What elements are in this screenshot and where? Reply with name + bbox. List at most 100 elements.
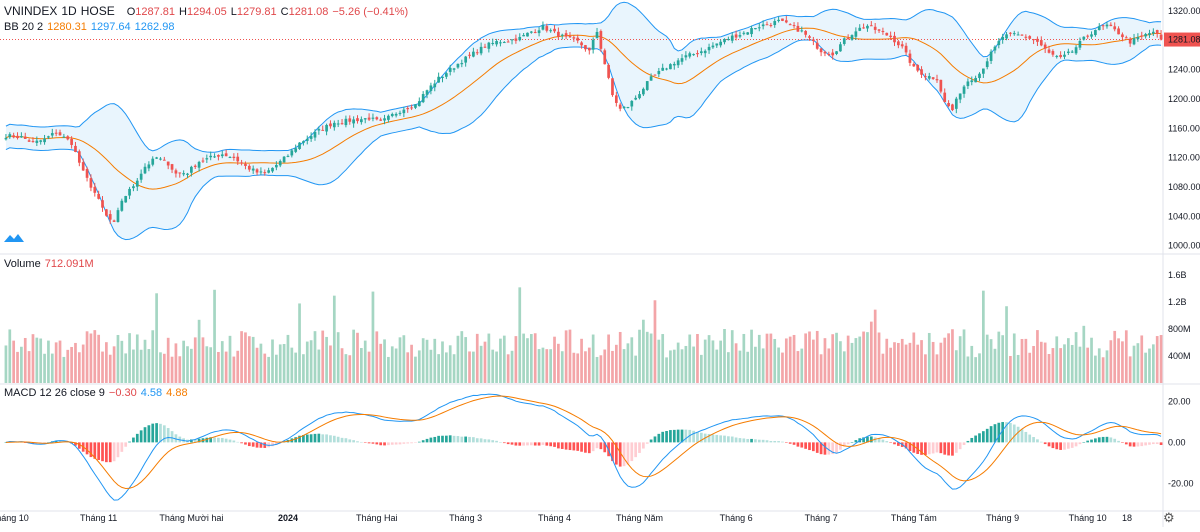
macd-histogram-bar (452, 435, 456, 443)
macd-histogram-bar (970, 437, 974, 443)
candle-body (862, 27, 865, 29)
volume-bar (839, 341, 842, 383)
macd-histogram-bar (885, 441, 889, 443)
volume-bar (970, 345, 974, 383)
volume-bar (618, 331, 622, 383)
candle-body (348, 118, 352, 122)
macd-histogram-bar (680, 429, 684, 443)
candle-body (881, 30, 885, 33)
volume-bar (151, 330, 155, 383)
symbol-legend[interactable]: VNINDEX 1D HOSE O 1287.81 H 1294.05 L 1279.… (4, 4, 408, 18)
volume-bar (236, 350, 240, 383)
volume-bar (997, 331, 1001, 383)
volume-bar (402, 335, 406, 383)
volume-bar (526, 338, 529, 383)
candle-body (927, 76, 931, 79)
macd-histogram-bar (1024, 431, 1028, 443)
candle-body (587, 47, 591, 51)
candle-body (1078, 41, 1082, 48)
volume-bar (332, 295, 336, 383)
volume-bar (170, 356, 174, 383)
macd-histogram-bar (982, 431, 985, 443)
bb-legend[interactable]: BB 20 2 1280.31 1297.64 1262.98 (4, 21, 174, 33)
volume-bar (217, 351, 220, 383)
volume-bar (267, 356, 270, 383)
macd-histogram-bar (1005, 422, 1008, 443)
volume-legend[interactable]: Volume 712.091M (4, 258, 94, 270)
macd-histogram-bar (1132, 442, 1136, 447)
macd-histogram-bar (441, 435, 444, 443)
candle-body (699, 51, 703, 54)
volume-bar (958, 336, 962, 383)
volume-bar (989, 339, 993, 383)
candle-body (607, 64, 610, 78)
candle-body (1132, 38, 1136, 45)
volume-bar (947, 333, 950, 383)
volume-bar (533, 333, 537, 383)
macd-histogram-bar (487, 439, 491, 443)
candle-body (1063, 54, 1066, 57)
candle-body (1005, 34, 1008, 39)
macd-legend[interactable]: MACD 12 26 close 9 −0.30 4.58 4.88 (4, 387, 188, 399)
high-value: 1294.05 (186, 6, 227, 18)
candle-body (162, 159, 166, 161)
volume-bar (522, 333, 525, 383)
volume-bar (247, 336, 251, 383)
candle-body (989, 51, 993, 61)
macd-histogram-bar (456, 436, 460, 443)
volume-bar (433, 338, 437, 383)
volume-bar (893, 342, 896, 383)
volume-bar (614, 344, 618, 383)
time-axis-tick: Tháng Tám (891, 513, 937, 523)
macd-histogram-bar (197, 438, 201, 443)
candle-body (672, 63, 676, 66)
candle-body (711, 45, 715, 48)
volume-bar (1055, 336, 1059, 383)
macd-histogram-bar (916, 442, 920, 454)
high-label: H (179, 6, 187, 18)
settings-gear-icon[interactable]: ⚙ (1163, 510, 1175, 525)
volume-bar (587, 347, 591, 383)
volume-bar (1070, 344, 1074, 383)
candle-body (456, 63, 460, 68)
macd-histogram-bar (815, 442, 819, 453)
candle-body (213, 156, 216, 158)
candle-body (1070, 51, 1074, 53)
volume-bar (240, 331, 243, 383)
macd-histogram-bar (529, 442, 533, 446)
candle-body (649, 76, 653, 81)
volume-bar (707, 335, 711, 383)
volume-bar (514, 336, 518, 383)
macd-histogram-bar (1001, 422, 1005, 443)
macd-histogram-bar (630, 442, 634, 462)
macd-histogram-bar (560, 442, 564, 449)
candle-body (1028, 36, 1032, 39)
macd-histogram-bar (143, 427, 147, 443)
volume-bar (475, 333, 479, 383)
macd-histogram-bar (139, 430, 143, 443)
macd-histogram-bar (669, 430, 672, 443)
candle-body (900, 44, 904, 47)
macd-histogram-bar (406, 442, 410, 444)
volume-bar (757, 334, 761, 383)
volume-axis-tick: 800M (1168, 324, 1191, 334)
candle-body (475, 52, 479, 54)
macd-histogram-bar (951, 442, 954, 456)
macd-histogram-bar (43, 442, 46, 444)
volume-bar (696, 333, 699, 383)
low-label: L (230, 6, 237, 18)
volume-bar (325, 336, 328, 383)
candle-body (321, 129, 325, 131)
volume-bar (20, 346, 23, 383)
macd-histogram-bar (375, 442, 379, 445)
tradingview-logo-icon[interactable] (3, 230, 25, 246)
macd-histogram-bar (275, 442, 278, 445)
volume-bar (788, 336, 792, 383)
macd-histogram-bar (699, 432, 703, 443)
candle-body (815, 42, 819, 49)
macd-histogram-bar (549, 442, 553, 447)
time-axis-tick: 18 (1122, 513, 1132, 523)
volume-bar (1101, 357, 1105, 383)
